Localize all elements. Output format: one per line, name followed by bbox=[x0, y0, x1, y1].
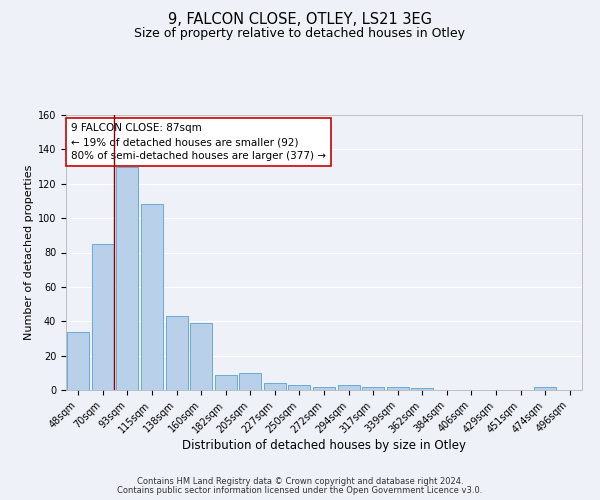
Bar bbox=[67, 332, 89, 390]
Bar bbox=[313, 386, 335, 390]
Bar bbox=[534, 386, 556, 390]
Bar bbox=[338, 385, 359, 390]
X-axis label: Distribution of detached houses by size in Otley: Distribution of detached houses by size … bbox=[182, 439, 466, 452]
Bar bbox=[92, 244, 114, 390]
Bar bbox=[116, 166, 139, 390]
Text: 9, FALCON CLOSE, OTLEY, LS21 3EG: 9, FALCON CLOSE, OTLEY, LS21 3EG bbox=[168, 12, 432, 28]
Bar bbox=[215, 374, 237, 390]
Bar bbox=[362, 386, 384, 390]
Bar bbox=[166, 316, 188, 390]
Bar bbox=[411, 388, 433, 390]
Bar bbox=[289, 385, 310, 390]
Text: Size of property relative to detached houses in Otley: Size of property relative to detached ho… bbox=[134, 28, 466, 40]
Bar bbox=[141, 204, 163, 390]
Bar bbox=[264, 383, 286, 390]
Text: Contains HM Land Registry data © Crown copyright and database right 2024.: Contains HM Land Registry data © Crown c… bbox=[137, 477, 463, 486]
Bar bbox=[386, 386, 409, 390]
Y-axis label: Number of detached properties: Number of detached properties bbox=[23, 165, 34, 340]
Bar bbox=[190, 323, 212, 390]
Bar bbox=[239, 373, 262, 390]
Text: Contains public sector information licensed under the Open Government Licence v3: Contains public sector information licen… bbox=[118, 486, 482, 495]
Text: 9 FALCON CLOSE: 87sqm
← 19% of detached houses are smaller (92)
80% of semi-deta: 9 FALCON CLOSE: 87sqm ← 19% of detached … bbox=[71, 123, 326, 161]
